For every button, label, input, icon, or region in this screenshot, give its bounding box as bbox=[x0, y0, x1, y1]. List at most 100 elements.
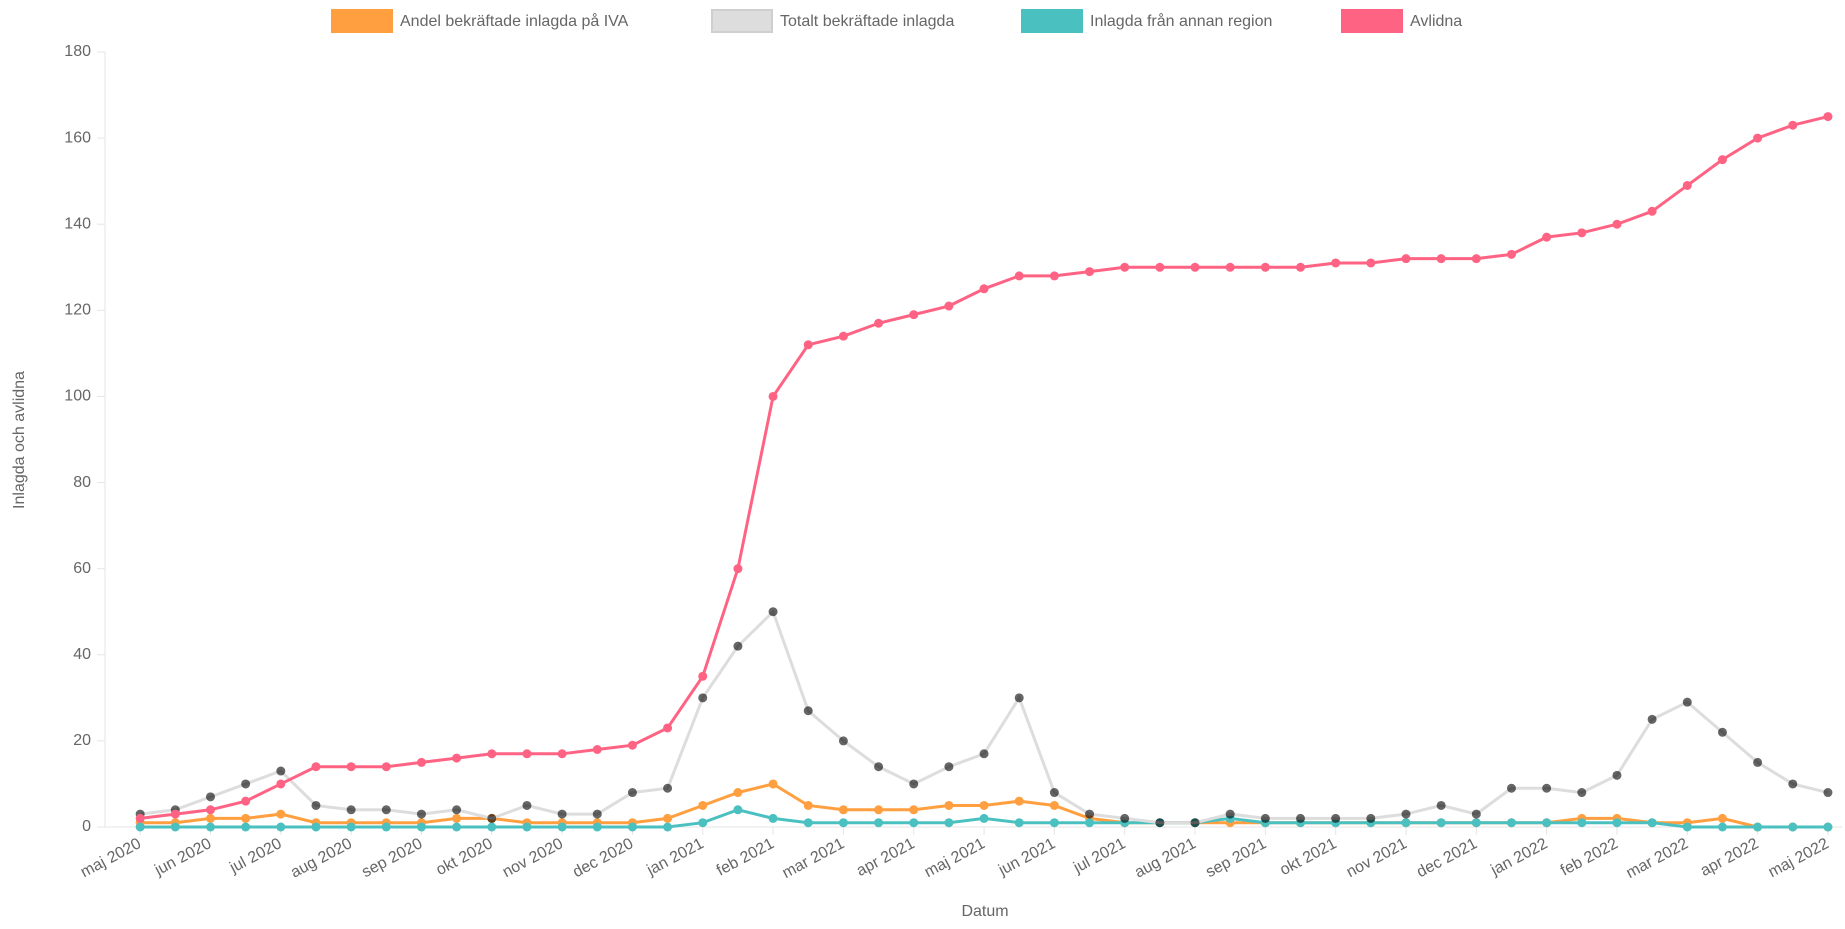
data-point bbox=[1085, 267, 1095, 277]
x-tick-label: sep 2020 bbox=[359, 835, 425, 881]
data-point bbox=[135, 813, 145, 823]
data-point bbox=[768, 813, 778, 823]
data-point bbox=[1401, 809, 1411, 819]
data-point bbox=[1753, 822, 1763, 832]
x-tick-label: nov 2021 bbox=[1344, 835, 1410, 881]
data-point bbox=[874, 805, 884, 815]
data-point bbox=[346, 762, 356, 772]
legend-label: Inlagda från annan region bbox=[1090, 12, 1272, 30]
x-tick-label: jan 2021 bbox=[644, 835, 707, 879]
data-point bbox=[452, 813, 462, 823]
x-tick-label: feb 2021 bbox=[714, 835, 777, 879]
x-tick-label: maj 2022 bbox=[1766, 835, 1832, 881]
legend-label: Avlidna bbox=[1410, 13, 1462, 30]
data-point bbox=[1120, 262, 1130, 272]
x-tick-label: okt 2021 bbox=[1277, 835, 1339, 879]
data-point bbox=[592, 745, 602, 754]
data-point bbox=[487, 749, 497, 759]
legend-swatch bbox=[331, 9, 393, 33]
data-point bbox=[381, 762, 391, 772]
data-point bbox=[909, 779, 919, 789]
data-point bbox=[909, 805, 919, 815]
data-point bbox=[311, 800, 321, 810]
data-point bbox=[1506, 783, 1516, 793]
data-point bbox=[1085, 818, 1095, 828]
data-point bbox=[1190, 262, 1200, 272]
data-point bbox=[1823, 788, 1833, 798]
data-point bbox=[311, 822, 321, 832]
data-point bbox=[1717, 822, 1727, 832]
data-point bbox=[381, 805, 391, 815]
y-tick-label: 0 bbox=[82, 818, 91, 835]
y-tick-label: 60 bbox=[73, 560, 91, 577]
x-tick-label: apr 2022 bbox=[1698, 835, 1762, 880]
data-point bbox=[979, 813, 989, 823]
y-tick-label: 180 bbox=[64, 43, 91, 60]
data-point bbox=[452, 805, 462, 815]
data-point bbox=[1542, 783, 1552, 793]
x-tick-label: apr 2021 bbox=[854, 835, 918, 880]
series-line bbox=[139, 115, 1829, 820]
data-point bbox=[1717, 155, 1727, 165]
x-tick-label: dec 2020 bbox=[570, 835, 636, 881]
data-point bbox=[1049, 271, 1059, 281]
data-point bbox=[803, 818, 813, 828]
data-point bbox=[1331, 258, 1341, 268]
data-point bbox=[663, 813, 673, 823]
data-point bbox=[205, 813, 215, 823]
data-point bbox=[1788, 779, 1798, 789]
data-point bbox=[874, 762, 884, 772]
data-point bbox=[944, 818, 954, 828]
x-tick-label: maj 2020 bbox=[78, 835, 144, 881]
data-point bbox=[1190, 818, 1200, 828]
data-point bbox=[557, 822, 567, 832]
data-point bbox=[1577, 228, 1587, 238]
data-point bbox=[663, 723, 673, 733]
legend-swatch bbox=[1341, 9, 1403, 33]
legend-label: Totalt bekräftade inlagda bbox=[780, 13, 954, 30]
data-point bbox=[1155, 262, 1165, 272]
data-point bbox=[909, 818, 919, 828]
data-point bbox=[874, 818, 884, 828]
data-point bbox=[487, 813, 497, 823]
y-tick-label: 100 bbox=[64, 388, 91, 405]
data-point bbox=[1225, 262, 1235, 272]
data-point bbox=[241, 796, 251, 806]
data-point bbox=[381, 822, 391, 832]
data-point bbox=[1647, 714, 1657, 724]
data-point bbox=[627, 822, 637, 832]
data-point bbox=[1260, 813, 1270, 823]
data-point bbox=[1260, 262, 1270, 272]
x-tick-label: aug 2020 bbox=[288, 835, 355, 881]
data-point bbox=[1612, 770, 1622, 780]
x-tick-label: dec 2021 bbox=[1414, 835, 1480, 881]
data-point bbox=[838, 805, 848, 815]
data-point bbox=[557, 749, 567, 759]
data-point bbox=[452, 822, 462, 832]
data-point bbox=[1436, 818, 1446, 828]
y-tick-label: 120 bbox=[64, 302, 91, 319]
data-point bbox=[1014, 271, 1024, 281]
data-point bbox=[663, 783, 673, 793]
data-point bbox=[1014, 693, 1024, 703]
y-axis-label: Inlagda och avlidna bbox=[11, 371, 28, 509]
data-point bbox=[838, 818, 848, 828]
data-point bbox=[733, 788, 743, 798]
data-point bbox=[1120, 813, 1130, 823]
data-point bbox=[1717, 727, 1727, 737]
data-point bbox=[416, 809, 426, 819]
data-point bbox=[1471, 809, 1481, 819]
data-point bbox=[1612, 219, 1622, 229]
x-tick-label: jun 2021 bbox=[995, 835, 1058, 879]
data-point bbox=[205, 805, 215, 815]
data-point bbox=[1823, 112, 1833, 122]
data-point bbox=[592, 809, 602, 819]
data-point bbox=[1366, 258, 1376, 268]
data-point bbox=[416, 822, 426, 832]
x-tick-label: okt 2020 bbox=[433, 835, 495, 879]
y-tick-label: 160 bbox=[64, 129, 91, 146]
data-point bbox=[276, 779, 286, 789]
data-point bbox=[1366, 813, 1376, 823]
data-point bbox=[1577, 788, 1587, 798]
data-point bbox=[1542, 818, 1552, 828]
